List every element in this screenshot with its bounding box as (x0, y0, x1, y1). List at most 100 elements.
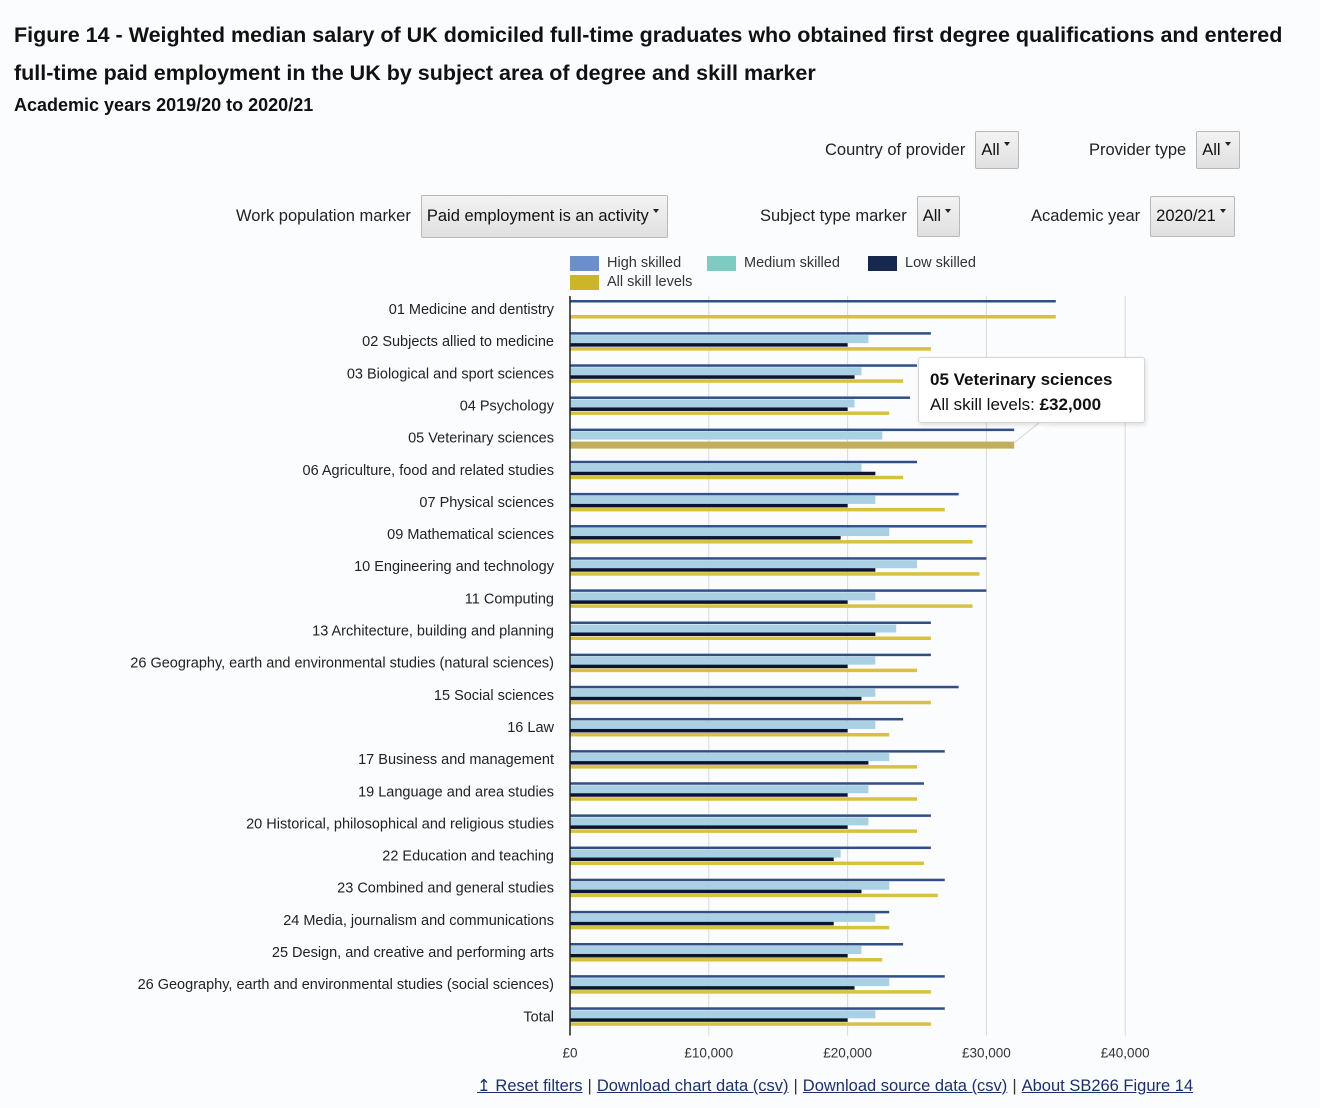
bar-high[interactable] (570, 685, 959, 689)
bar-all[interactable] (570, 1022, 931, 1026)
bar-medium[interactable] (570, 1010, 876, 1019)
bar-low[interactable] (570, 536, 841, 540)
academic-year-select[interactable]: 2020/21 (1150, 196, 1235, 237)
bar-low[interactable] (570, 954, 848, 958)
bar-medium[interactable] (570, 495, 876, 504)
bar-all[interactable] (570, 861, 924, 866)
bar-high[interactable] (570, 492, 959, 496)
bar-all[interactable] (570, 604, 973, 608)
bar-high[interactable] (570, 460, 917, 464)
bar-all[interactable] (570, 315, 1056, 319)
bar-medium[interactable] (570, 817, 869, 826)
bar-medium[interactable] (570, 688, 876, 697)
reset-filters-link[interactable]: ↥ Reset filters (477, 1077, 583, 1095)
bar-all[interactable] (570, 958, 883, 962)
bar-all[interactable] (570, 668, 917, 673)
bar-high[interactable] (570, 717, 904, 721)
bar-high[interactable] (570, 525, 987, 528)
bar-high[interactable] (570, 814, 931, 817)
bar-high[interactable] (570, 557, 987, 560)
bar-all[interactable] (570, 700, 931, 705)
bar-medium[interactable] (570, 463, 862, 472)
bar-medium[interactable] (570, 881, 890, 890)
about-figure-link[interactable]: About SB266 Figure 14 (1021, 1077, 1194, 1095)
bar-medium[interactable] (570, 753, 890, 762)
bar-low[interactable] (570, 793, 848, 797)
bar-all[interactable] (570, 507, 945, 512)
bar-all[interactable] (570, 797, 917, 801)
country-of-provider-select[interactable]: All (975, 131, 1019, 169)
bar-high[interactable] (570, 750, 945, 753)
bar-all[interactable] (570, 829, 917, 833)
bar-all[interactable] (570, 893, 938, 898)
bar-low[interactable] (570, 471, 876, 476)
bar-high[interactable] (570, 300, 1056, 303)
bar-medium[interactable] (570, 720, 876, 729)
bar-medium[interactable] (570, 528, 890, 537)
bar-low[interactable] (570, 407, 848, 411)
subject-type-marker-select[interactable]: All (916, 196, 961, 237)
bar-medium[interactable] (570, 656, 876, 665)
bar-medium[interactable] (570, 399, 855, 408)
bar-all[interactable] (570, 347, 931, 351)
bar-low[interactable] (570, 857, 834, 862)
bar-low[interactable] (570, 503, 848, 508)
provider-type-select[interactable]: All (1196, 131, 1240, 169)
bar-high[interactable] (570, 910, 890, 914)
bar-medium[interactable] (570, 849, 841, 858)
bar-low[interactable] (570, 761, 869, 765)
bar-low[interactable] (570, 728, 848, 733)
bar-low[interactable] (570, 632, 876, 637)
bar-high[interactable] (570, 396, 911, 399)
bar-medium[interactable] (570, 978, 890, 987)
bar-low[interactable] (570, 986, 855, 990)
legend-item-high-skilled[interactable]: High skilled (570, 255, 681, 271)
bar-all[interactable] (570, 732, 890, 737)
bar-high[interactable] (570, 428, 1015, 432)
bar-low[interactable] (570, 889, 862, 894)
bar-high[interactable] (570, 1007, 945, 1010)
bar-high[interactable] (570, 846, 931, 850)
bar-all[interactable] (570, 379, 904, 383)
bar-medium[interactable] (570, 560, 917, 569)
download-chart-data-link[interactable]: Download chart data (csv) (596, 1077, 789, 1095)
bar-all[interactable] (570, 636, 931, 641)
bar-medium[interactable] (570, 946, 862, 954)
bar-medium[interactable] (570, 431, 883, 440)
bar-high[interactable] (570, 782, 924, 785)
bar-all[interactable] (570, 990, 931, 994)
bar-high[interactable] (570, 943, 904, 946)
bar-low[interactable] (570, 921, 834, 926)
legend-item-medium-skilled[interactable]: Medium skilled (707, 255, 840, 271)
bar-low[interactable] (570, 696, 862, 701)
bar-all[interactable] (570, 765, 917, 769)
bar-all[interactable] (570, 441, 1015, 449)
bar-medium[interactable] (570, 367, 862, 376)
work-population-marker-select[interactable]: Paid employment is an activity (420, 195, 668, 238)
bar-high[interactable] (570, 621, 931, 625)
bar-high[interactable] (570, 878, 945, 882)
bar-medium[interactable] (570, 624, 897, 633)
download-source-data-link[interactable]: Download source data (csv) (802, 1077, 1008, 1095)
bar-low[interactable] (570, 343, 848, 347)
bar-high[interactable] (570, 653, 931, 657)
legend-item-low-skilled[interactable]: Low skilled (868, 255, 976, 271)
bar-high[interactable] (570, 975, 945, 978)
bar-medium[interactable] (570, 785, 869, 794)
bar-all[interactable] (570, 411, 890, 415)
bar-low[interactable] (570, 1018, 848, 1022)
bar-high[interactable] (570, 364, 917, 367)
bar-high[interactable] (570, 589, 987, 592)
bar-low[interactable] (570, 825, 848, 829)
bar-all[interactable] (570, 572, 980, 576)
bar-medium[interactable] (570, 335, 869, 344)
legend-item-all-skill-levels[interactable]: All skill levels (570, 274, 692, 290)
bar-low[interactable] (570, 664, 848, 669)
bar-medium[interactable] (570, 913, 876, 922)
bar-medium[interactable] (570, 592, 876, 601)
bar-all[interactable] (570, 475, 904, 480)
bar-low[interactable] (570, 568, 876, 572)
bar-all[interactable] (570, 540, 973, 544)
bar-low[interactable] (570, 600, 848, 604)
bar-high[interactable] (570, 332, 931, 335)
